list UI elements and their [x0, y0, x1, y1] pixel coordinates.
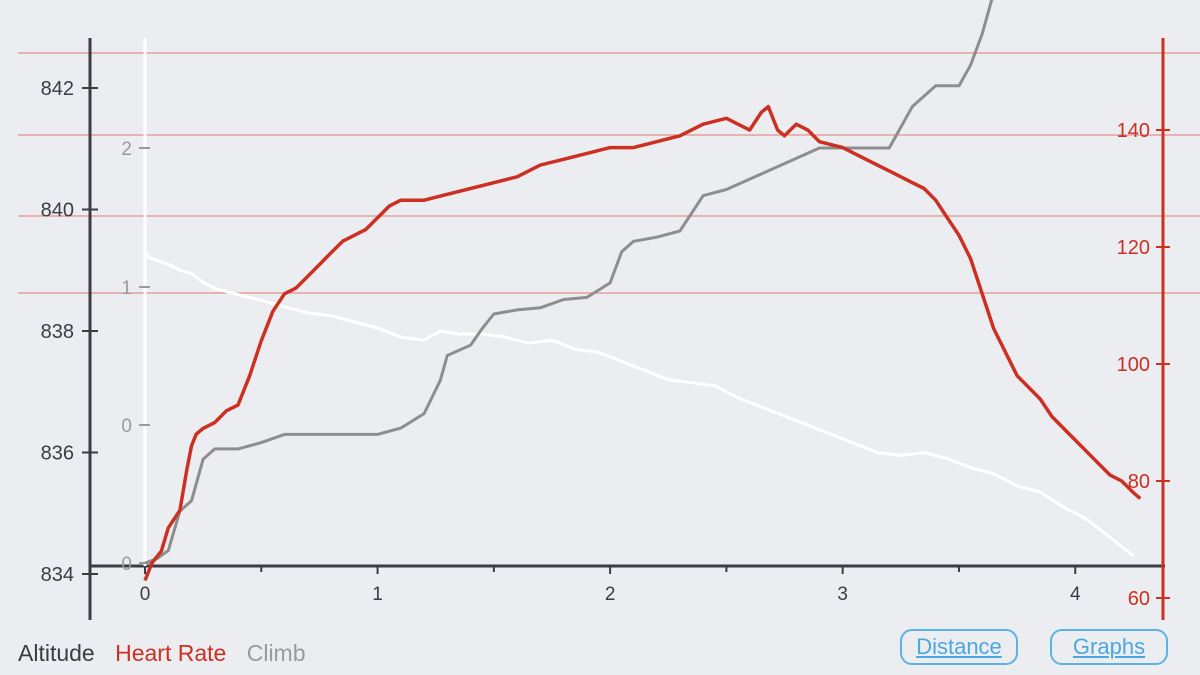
gridlines: [18, 52, 1200, 294]
series-line-heart-rate: [143, 104, 1142, 582]
distance-button[interactable]: Distance: [900, 629, 1018, 665]
legend-climb: Climb: [246, 640, 306, 666]
x-tick-label-3: 3: [837, 584, 848, 605]
left-tick-label-0: 834: [41, 564, 74, 586]
right-tick-label-1: 80: [1128, 471, 1150, 493]
right-tick-label-2: 100: [1117, 354, 1150, 376]
graphs-button[interactable]: Graphs: [1050, 629, 1168, 665]
series-line-altitude: [143, 251, 1135, 557]
right-tick-label-0: 60: [1128, 588, 1150, 610]
x-tick-label-2: 2: [605, 584, 616, 605]
legend-heart-rate: Heart Rate: [115, 640, 227, 666]
x-tick-label-1: 1: [372, 584, 383, 605]
series-line-climb: [144, 0, 994, 565]
x-tick-label-0: 0: [140, 584, 151, 605]
left-tick-label-1: 836: [41, 443, 74, 465]
series-lines: [143, 0, 1142, 582]
right-tick-label-3: 120: [1117, 237, 1150, 259]
climb-tick-label-1: 0: [121, 416, 132, 437]
left-tick-label-4: 842: [41, 78, 74, 100]
left-tick-label-3: 840: [41, 200, 74, 222]
climb-tick-label-0: 0: [121, 554, 132, 575]
axes: [82, 38, 1170, 620]
climb-tick-label-2: 1: [121, 278, 132, 299]
left-tick-label-2: 838: [41, 321, 74, 343]
right-tick-label-4: 140: [1117, 120, 1150, 142]
legend: Altitude Heart Rate Climb: [18, 640, 320, 667]
climb-tick-label-3: 2: [121, 139, 132, 160]
x-tick-label-4: 4: [1070, 584, 1081, 605]
legend-altitude: Altitude: [18, 640, 95, 666]
